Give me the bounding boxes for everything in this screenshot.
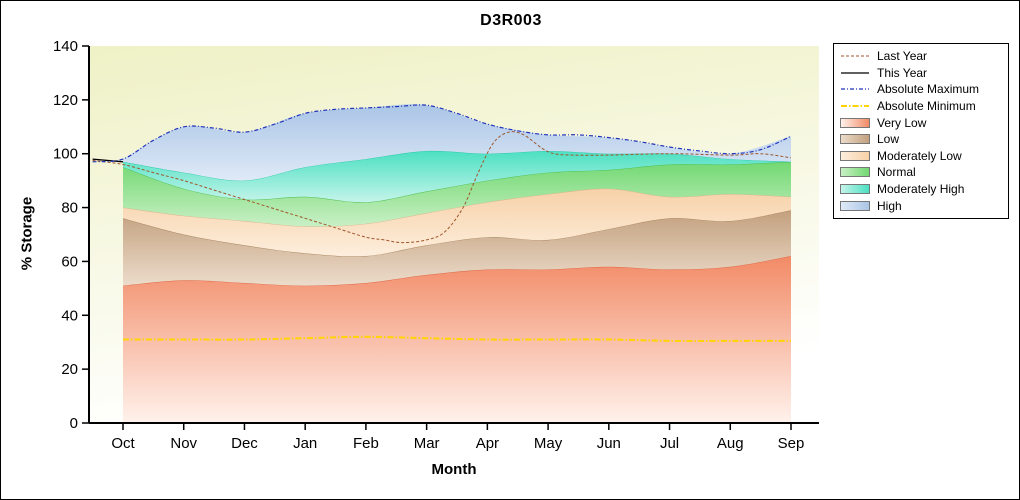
- y-tick-label: 20: [61, 361, 78, 378]
- x-tick-label: Aug: [717, 435, 744, 452]
- legend-item-absolute-minimum: Absolute Minimum: [840, 98, 1002, 115]
- legend-item-normal: Normal: [840, 164, 1002, 181]
- legend-label-absolute-minimum: Absolute Minimum: [877, 99, 976, 114]
- legend-item-low: Low: [840, 131, 1002, 148]
- legend: Last Year This Year Absolute Maximum Absolu…: [833, 43, 1009, 219]
- y-tick-label: 80: [61, 200, 78, 217]
- legend-sample-high: [840, 200, 870, 211]
- legend-label-very-low: Very Low: [877, 115, 927, 130]
- legend-label-absolute-maximum: Absolute Maximum: [877, 82, 980, 97]
- band-normal: [123, 161, 791, 227]
- legend-label-moderately-high: Moderately High: [877, 182, 965, 197]
- x-tick-label: Jun: [597, 435, 621, 452]
- x-tick-label: Feb: [353, 435, 379, 452]
- legend-item-moderately-high: Moderately High: [840, 181, 1002, 198]
- line-absolute-minimum: [123, 335, 791, 342]
- legend-sample-absolute-maximum: [840, 83, 870, 95]
- x-tick-label: Apr: [476, 435, 499, 452]
- legend-sample-absolute-minimum: [840, 100, 870, 112]
- y-tick-label: 120: [53, 92, 78, 109]
- y-axis-title: % Storage: [18, 196, 36, 271]
- legend-label-this-year: This Year: [877, 65, 928, 80]
- x-tick-label: Sep: [778, 435, 805, 452]
- x-tick-label: May: [534, 435, 563, 452]
- legend-sample-moderately-high: [840, 184, 870, 195]
- x-tick-label: Dec: [231, 435, 258, 452]
- legend-item-high: High: [840, 197, 1002, 214]
- legend-label-last-year: Last Year: [877, 49, 928, 64]
- legend-label-low: Low: [877, 132, 900, 147]
- band-low: [123, 210, 791, 286]
- line-last-year: [92, 131, 792, 244]
- band-moderately-high: [123, 150, 791, 203]
- x-axis-title: Month: [431, 461, 477, 478]
- y-tick-label: 100: [53, 146, 78, 163]
- legend-item-very-low: Very Low: [840, 114, 1002, 131]
- legend-label-moderately-low: Moderately Low: [877, 148, 962, 163]
- y-tick-label: 40: [61, 307, 78, 324]
- legend-sample-low: [840, 134, 870, 145]
- legend-item-absolute-maximum: Absolute Maximum: [840, 81, 1002, 98]
- line-this-year: [92, 158, 124, 163]
- legend-sample-last-year: [840, 50, 870, 62]
- line-absolute-maximum: [92, 104, 792, 163]
- x-tick-label: Jul: [660, 435, 679, 452]
- band-moderately-low: [123, 188, 791, 257]
- x-tick-label: Jan: [293, 435, 317, 452]
- chart-title: D3R003: [480, 12, 542, 29]
- y-tick-label: 0: [70, 415, 78, 432]
- legend-item-last-year: Last Year: [840, 48, 1002, 65]
- legend-item-moderately-low: Moderately Low: [840, 148, 1002, 165]
- legend-label-normal: Normal: [877, 165, 916, 180]
- y-tick-label: 60: [61, 253, 78, 270]
- legend-sample-normal: [840, 167, 870, 178]
- legend-item-this-year: This Year: [840, 65, 1002, 82]
- x-tick-label: Nov: [170, 435, 197, 452]
- legend-sample-moderately-low: [840, 150, 870, 161]
- legend-sample-this-year: [840, 67, 870, 79]
- x-tick-label: Oct: [111, 435, 135, 452]
- y-tick-label: 140: [53, 38, 78, 55]
- x-tick-label: Mar: [414, 435, 440, 452]
- legend-label-high: High: [877, 198, 902, 213]
- legend-sample-very-low: [840, 117, 870, 128]
- band-high: [123, 104, 791, 181]
